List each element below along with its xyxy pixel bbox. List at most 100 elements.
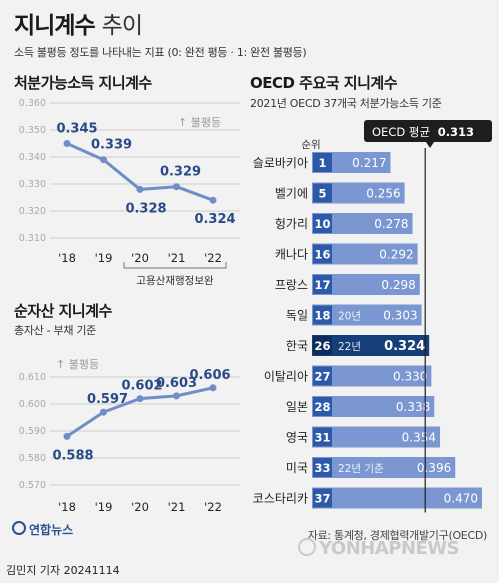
value-label: 0.278 [374,217,408,231]
x-tick-label: '20 [131,251,149,265]
y-tick-label: 0.570 [19,480,46,491]
value-label: 0.292 [379,248,413,262]
rank-label: 37 [314,492,330,506]
oecd-gini-title: OECD 주요국 지니계수 [250,74,398,92]
rank-box [313,366,332,386]
title-light: 추이 [101,13,143,39]
data-point [100,156,107,164]
data-label: 0.329 [160,165,201,180]
x-tick-label: '19 [95,500,113,514]
rank-label: 10 [314,217,330,231]
yonhap-logo: 연합뉴스 [12,521,73,538]
rank-label: 26 [314,339,330,353]
rank-box [313,305,332,325]
bar [312,335,430,356]
rank-label: 16 [314,248,330,262]
country-label: 코스타리카 [253,492,308,506]
income-gini-title: 처분가능소득 지니계수 [14,74,152,92]
rank-box [313,488,332,508]
data-point [209,384,217,392]
bar [312,365,432,387]
country-label: 미국 [286,461,308,475]
data-label: 0.606 [189,368,230,383]
country-label: 벨기에 [275,187,308,201]
x-tick-label: '21 [168,251,186,265]
rank-label: 27 [314,370,330,384]
data-point [173,392,180,400]
data-label: 0.328 [125,201,166,216]
byline: 김민지 기자 20241114 [6,564,120,577]
bar [312,304,422,326]
rank-box [313,153,332,172]
y-tick-label: 0.340 [19,152,46,163]
data-label: 0.597 [87,392,128,407]
rank-label: 28 [314,400,330,414]
bar [312,396,435,417]
income-gini-yticks: 0.310 0.320 0.330 0.340 0.350 0.360 [19,98,46,244]
x-tick-label: '20 [131,500,149,514]
rank-label: 18 [314,309,330,323]
wealth-gini-yticks: 0.570 0.580 0.590 0.600 0.610 [19,372,46,491]
value-label: 0.298 [381,278,415,292]
value-label: 0.338 [396,400,430,414]
x-tick-label: '21 [168,500,186,514]
data-label: 0.603 [156,376,197,391]
value-label: 0.396 [417,461,451,475]
rank-label: 31 [314,431,330,445]
rank-box [313,458,332,477]
wealth-gini-chart: 0.570 0.580 0.590 0.600 0.610 ↑ 불평등 0.588 0.5… [19,358,240,514]
value-label: 0.324 [384,339,425,354]
y-tick-label: 0.310 [19,233,46,244]
x-tick-label: '18 [58,500,76,514]
country-label: 영국 [286,431,308,445]
source-note: 자료: 통계청, 경제협력개발기구(OECD) [307,529,488,542]
oecd-average-label: OECD 평균 0.313 [372,125,474,139]
data-point [136,395,144,403]
country-label: 캐나다 [275,248,308,262]
country-label: 헝가리 [275,217,308,231]
data-point [63,432,71,440]
bar [312,487,482,509]
bar [312,426,441,448]
value-label: 0.470 [444,492,478,506]
income-gini-grid [50,102,240,239]
value-label: 0.217 [352,156,386,170]
data-label: 0.602 [121,379,162,394]
y-tick-label: 0.580 [19,453,46,464]
y-tick-label: 0.320 [19,206,46,217]
value-label: 0.256 [366,187,400,201]
data-point [209,196,217,204]
y-tick-label: 0.610 [19,372,46,383]
source-bracket [123,262,227,269]
rank-box [313,336,332,355]
rank-box [313,214,332,233]
wealth-gini-title: 순자산 지니계수 [14,302,112,320]
watermark: YONHAPNEWS [298,538,460,559]
country-label: 프랑스 [275,278,308,292]
rank-box [313,397,332,416]
inequality-arrow-label-2: ↑ 불평등 [56,358,99,371]
y-tick-label: 0.590 [19,426,46,437]
title-main: 지니계수 [14,13,96,39]
logo-icon [12,521,26,535]
bar [312,457,456,478]
y-tick-label: 0.330 [19,179,46,190]
source-bracket-label: 고용산재행정보완 [136,274,214,287]
page-title: 지니계수 추이 [14,6,143,40]
x-tick-label: '22 [204,500,222,514]
country-label: 이탈리아 [264,370,308,384]
page-subtitle: 소득 불평등 정도를 나타내는 지표 (0: 완전 평등 · 1: 완전 불평등… [14,46,307,59]
data-label: 0.588 [52,448,93,463]
inequality-arrow-label: ↑ 불평등 [178,116,221,129]
rank-label: 1 [318,156,326,170]
y-tick-label: 0.600 [19,399,46,410]
rank-label: 33 [314,461,330,475]
rank-box [313,183,332,203]
data-point [173,183,180,191]
rank-box [313,275,332,294]
bar [312,213,413,234]
value-label: 0.354 [402,431,436,445]
bar [312,274,420,295]
rank-label: 5 [318,187,326,201]
oecd-gini-subtitle: 2021년 OECD 37개국 처분가능소득 기준 [250,97,442,110]
